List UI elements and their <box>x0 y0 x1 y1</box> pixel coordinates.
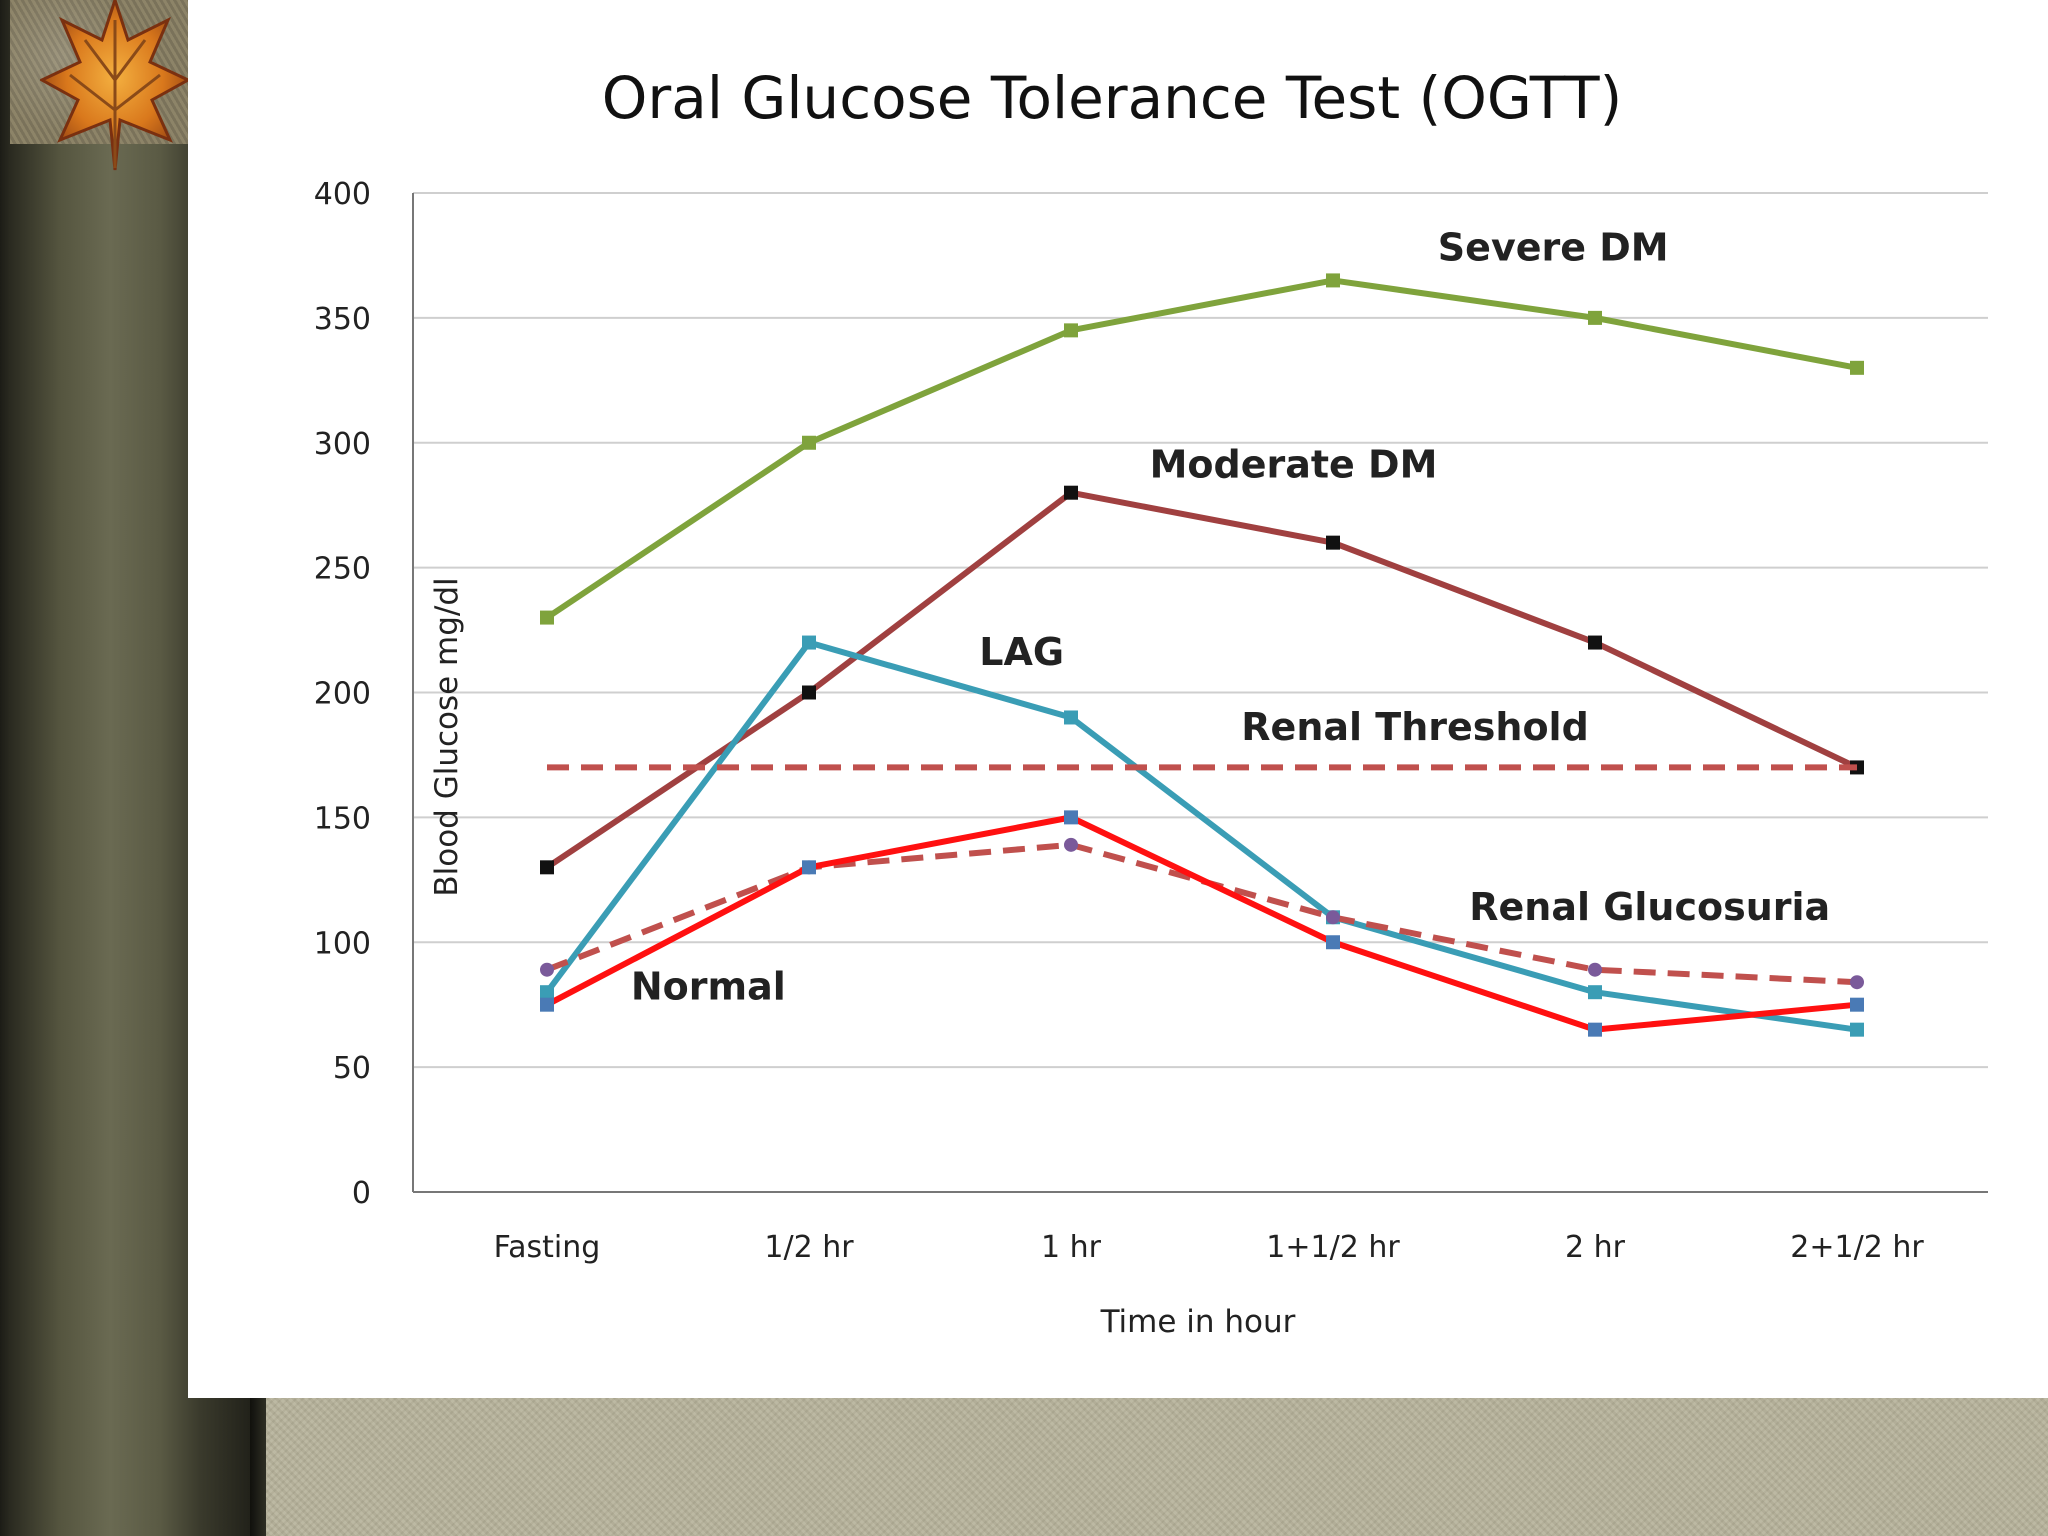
x-tick-label-0: Fasting <box>494 1230 601 1265</box>
point-lag-4 <box>1588 985 1602 1000</box>
y-tick-labels: 0 50 100 150 200 250 300 350 400 <box>314 177 371 1211</box>
y-tick-label-250: 250 <box>314 552 371 587</box>
point-renal-glucosuria-0 <box>540 962 554 977</box>
y-tick-label-300: 300 <box>314 427 371 462</box>
point-normal-0 <box>540 997 554 1012</box>
series-line-severe-dm <box>545 277 1858 621</box>
point-severe-dm-0 <box>540 610 554 625</box>
point-lag-1 <box>802 635 816 650</box>
y-tick-label-100: 100 <box>314 926 371 961</box>
annotation-moderate-dm: Moderate DM <box>1150 443 1438 487</box>
point-lag-0 <box>540 985 554 1000</box>
point-severe-dm-3 <box>1326 273 1340 288</box>
ogtt-chart: Oral Glucose Tolerance Test (OGTT) 0 50 10… <box>314 64 1988 1340</box>
y-tick-label-50: 50 <box>333 1051 371 1086</box>
annotation-lag: LAG <box>979 630 1064 674</box>
axes <box>412 193 1988 1193</box>
y-tick-label-200: 200 <box>314 677 371 712</box>
series-lines <box>540 273 1864 1037</box>
point-normal-4 <box>1588 1022 1602 1037</box>
point-renal-glucosuria-3 <box>1326 910 1340 925</box>
y-tick-label-400: 400 <box>314 177 371 212</box>
chart-panel: Oral Glucose Tolerance Test (OGTT) 0 50 10… <box>188 0 2048 1398</box>
point-renal-glucosuria-4 <box>1588 962 1602 977</box>
series-line-normal <box>545 814 1858 1033</box>
autumn-leaf-icon <box>40 0 190 171</box>
point-normal-3 <box>1326 935 1340 950</box>
x-axis-title: Time in hour <box>1100 1304 1296 1340</box>
annotation-renal-glucosuria: Renal Glucosuria <box>1469 885 1830 929</box>
y-tick-label-150: 150 <box>314 801 371 836</box>
point-normal-2 <box>1064 810 1078 825</box>
point-renal-glucosuria-5 <box>1850 975 1864 990</box>
point-lag-2 <box>1064 710 1078 725</box>
point-moderate-dm-1 <box>802 685 816 700</box>
y-tick-label-350: 350 <box>314 302 371 337</box>
point-renal-glucosuria-2 <box>1064 837 1078 852</box>
x-tick-labels: Fasting 1/2 hr 1 hr 1+1/2 hr 2 hr 2+1/2 hr <box>494 1230 1925 1265</box>
series-annotations: Severe DM Moderate DM LAG Renal Threshold Re… <box>631 225 1830 1008</box>
x-tick-label-4: 2 hr <box>1565 1230 1626 1265</box>
point-lag-5 <box>1850 1022 1864 1037</box>
point-severe-dm-1 <box>802 435 816 450</box>
x-tick-label-5: 2+1/2 hr <box>1790 1230 1924 1265</box>
point-severe-dm-5 <box>1850 360 1864 375</box>
x-tick-label-2: 1 hr <box>1041 1230 1102 1265</box>
point-moderate-dm-4 <box>1588 635 1602 650</box>
gridlines <box>413 192 1988 1069</box>
point-normal-5 <box>1850 997 1864 1012</box>
point-normal-1 <box>802 860 816 875</box>
y-axis-title: Blood Glucose mg/dl <box>429 577 465 896</box>
y-tick-label-0: 0 <box>352 1176 371 1211</box>
point-severe-dm-4 <box>1588 310 1602 325</box>
annotation-renal-threshold: Renal Threshold <box>1241 705 1588 749</box>
point-moderate-dm-2 <box>1064 485 1078 500</box>
point-moderate-dm-0 <box>540 860 554 875</box>
series-line-lag <box>544 639 1858 1033</box>
point-severe-dm-2 <box>1064 323 1078 338</box>
series-line-moderate-dm <box>545 489 1859 870</box>
x-tick-label-1: 1/2 hr <box>764 1230 854 1265</box>
x-tick-label-3: 1+1/2 hr <box>1266 1230 1400 1265</box>
annotation-severe-dm: Severe DM <box>1438 225 1669 269</box>
chart-title: Oral Glucose Tolerance Test (OGTT) <box>602 64 1622 132</box>
annotation-normal: Normal <box>631 965 786 1009</box>
point-moderate-dm-3 <box>1326 535 1340 550</box>
